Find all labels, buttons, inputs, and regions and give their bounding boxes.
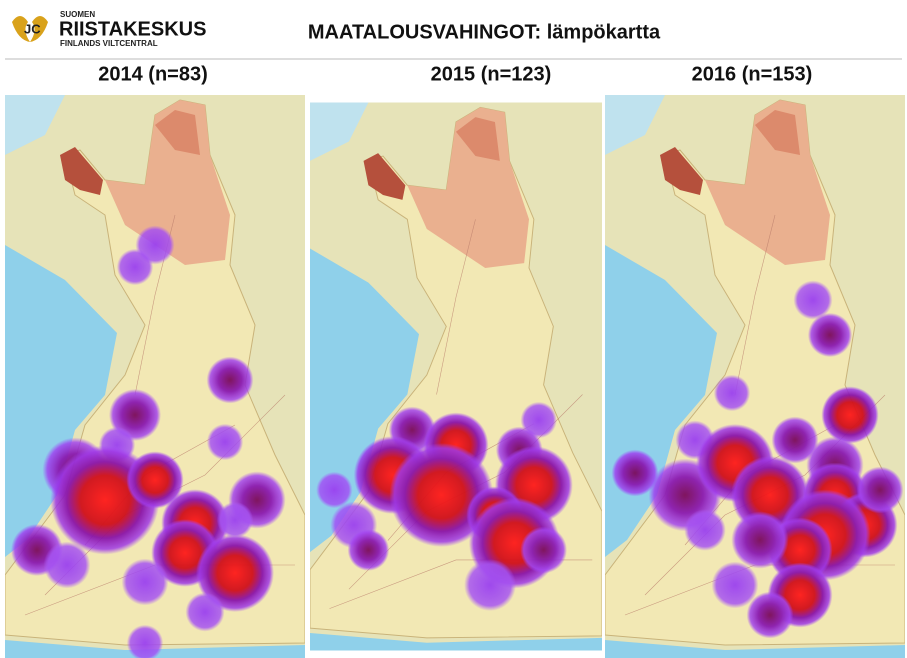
panel-label: 2016 (n=153) [692,63,813,85]
heat-spot [126,451,184,509]
heat-spot [347,529,390,571]
heat-spot [43,541,91,589]
panel-label: 2014 (n=83) [98,63,208,85]
heat-spot [464,559,517,611]
heat-spot [216,501,254,539]
slide-title: MAATALOUSVAHINGOT: lämpökartta [308,21,661,43]
heat-spot [121,558,169,606]
heat-spot [316,471,353,509]
maps [5,95,905,658]
heat-spot [713,374,751,412]
heat-spot [711,561,759,609]
logo-emblem [12,16,48,42]
heat-layer [11,225,286,658]
logo-top: SUOMEN [60,10,95,19]
heat-spot [771,416,819,464]
heat-layer [316,401,573,611]
base-map [310,102,602,651]
heat-spot [746,591,794,639]
heatmap-panel [605,95,905,658]
logo-bottom: FINLANDS VILTCENTRAL [60,39,158,48]
heat-spot [731,511,789,569]
heat-spot [116,248,154,286]
heat-spot [684,509,726,551]
heat-spot [821,386,879,444]
panel-label: 2015 (n=123) [431,63,552,85]
heat-spot [206,356,254,404]
logo: JC SUOMEN RIISTAKESKUS FINLANDS VILTCENT… [12,10,206,48]
heat-spot [126,624,164,658]
logo-mark: JC [24,21,41,36]
heat-spot [206,423,244,461]
heat-spot [611,449,659,497]
heat-spot [856,466,904,514]
heat-spot [807,312,853,358]
heat-spot [185,592,225,632]
heat-layer [611,280,904,639]
heatmap-panel [5,95,305,658]
heat-spot [196,534,274,612]
heat-spot [520,526,567,574]
heatmap-panel [310,102,602,651]
logo-main: RIISTAKESKUS [59,18,206,40]
heat-spot [793,280,833,320]
